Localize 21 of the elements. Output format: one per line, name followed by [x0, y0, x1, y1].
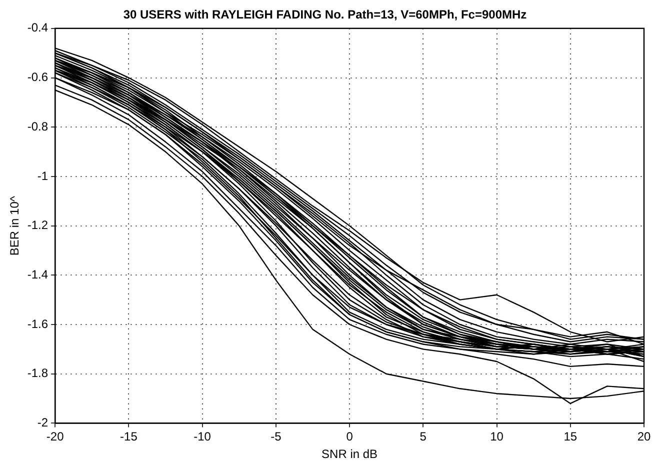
x-tick-label: 5	[420, 430, 427, 444]
x-tick-label: 0	[346, 430, 354, 444]
y-tick-label: -1.4	[27, 267, 48, 282]
y-axis-title: BER in 10^	[8, 196, 22, 256]
y-tick-label: -1.2	[27, 218, 48, 232]
x-axis-title: SNR in dB	[322, 447, 378, 462]
x-tick-label: -20	[46, 430, 64, 444]
y-tick-label: -0.6	[27, 70, 48, 84]
y-tick-label: -1.8	[27, 366, 48, 380]
y-tick-label: -0.4	[27, 20, 48, 35]
x-tick-label: -5	[270, 430, 282, 444]
y-tick-label: -1	[37, 168, 48, 183]
x-tick-label: 20	[637, 430, 651, 444]
x-tick-label: 10	[490, 430, 504, 444]
x-tick-label: -15	[120, 430, 138, 444]
x-tick-label: -10	[194, 430, 212, 444]
y-tick-label: -0.8	[27, 119, 48, 134]
y-tick-label: -2	[37, 416, 48, 430]
y-tick-label: -1.6	[27, 316, 48, 331]
chart-title: 30 USERS with RAYLEIGH FADING No. Path=13, V=60MPh, Fc=900MHz	[123, 8, 527, 22]
x-tick-label: 15	[564, 430, 578, 444]
